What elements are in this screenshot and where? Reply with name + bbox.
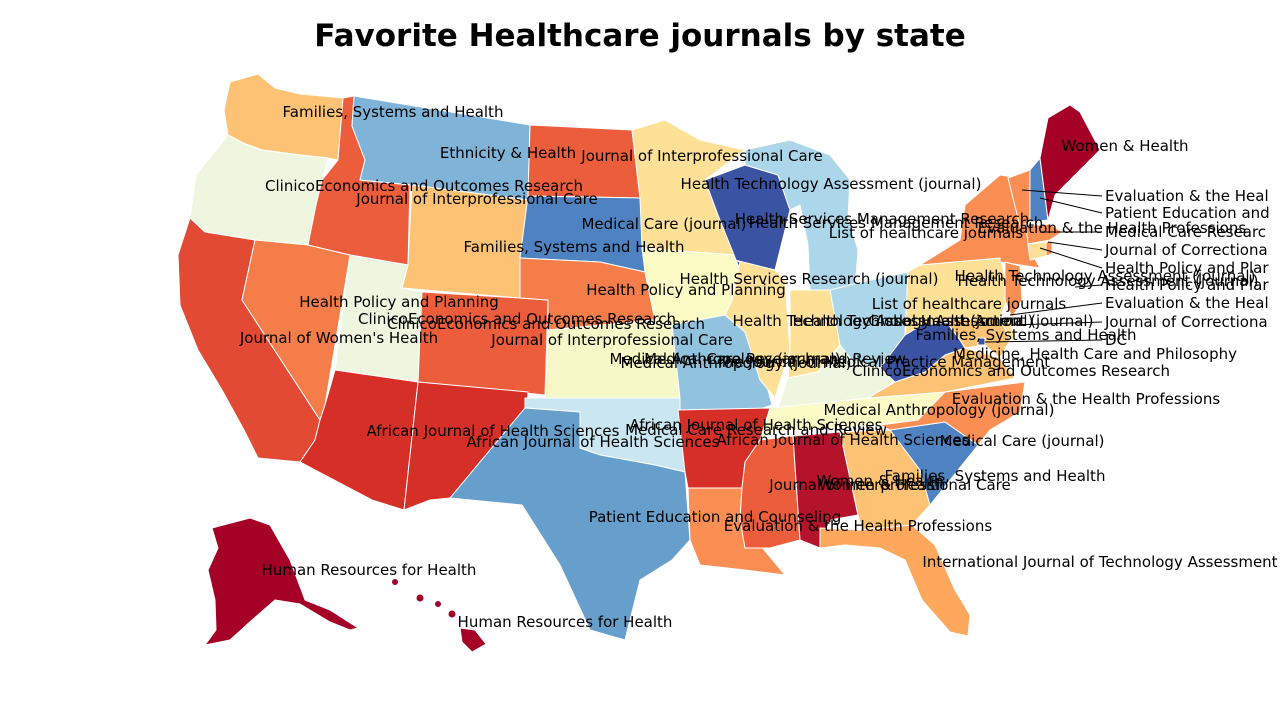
state-label-WI: Health Services Management Research [735, 210, 1029, 228]
hawaii-small-islands [392, 579, 456, 618]
state-label-TN: Medical Anthropology (journal) [824, 401, 1055, 419]
state-label-IN: Global Health Action [868, 312, 1022, 330]
state-label-OK: African Journal of Health Sciences [630, 416, 883, 434]
state-IL[interactable] [724, 259, 791, 399]
state-label-LA: Evaluation & the Health Professions [724, 517, 993, 535]
hawaii-island-molokai [435, 601, 441, 607]
state-label-AL: Women & Health [817, 472, 944, 490]
state-label-WY: Families, Systems and Health [464, 238, 685, 256]
callout-lines [984, 189, 1103, 343]
state-label-PA: Health Technology Assessment (journal) [955, 267, 1256, 285]
callout-label-c8: Journal of Correctiona [1104, 313, 1268, 331]
state-label-ND: Journal of Interprofessional Care [580, 147, 822, 165]
state-HI[interactable] [459, 627, 487, 653]
state-AK[interactable] [204, 517, 359, 646]
state-DE[interactable] [999, 317, 1016, 341]
extra-label-MO-overlap: Medical Anthropology (journal) [621, 354, 852, 372]
extra-label-NY-overlap2: Health Services Management Research [749, 214, 1043, 232]
callout-line-1 [1021, 189, 1103, 197]
extra-label-PA-overlap: Health Technology Assessment (journal) [958, 272, 1259, 290]
state-label-ID: Journal of Interprofessional Care [355, 190, 597, 208]
callout-label-c9: DC [1105, 331, 1127, 349]
state-TX[interactable] [449, 407, 691, 641]
state-CT[interactable] [1027, 241, 1047, 261]
callout-label-c6: Health Policy and Plar [1105, 276, 1269, 294]
state-label-FL: International Journal of Technology Asse… [922, 553, 1277, 571]
hawaii-island-kauai [392, 579, 398, 585]
state-label-MI: List of healthcare journals [829, 224, 1024, 242]
callout-line-9 [984, 339, 1103, 343]
state-RI[interactable] [1045, 241, 1053, 257]
state-label-CA: Journal of Women's Health [239, 329, 438, 347]
callout-line-4 [1047, 241, 1103, 251]
state-label-HI: Human Resources for Health [458, 613, 673, 631]
callout-label-c5: Health Policy and Plar [1105, 259, 1269, 277]
state-label-MN: Health Technology Assessment (journal) [681, 175, 982, 193]
hawaii-island-maui [448, 610, 456, 618]
callout-label-c2: Patient Education and [1105, 204, 1270, 222]
state-label-NC: Evaluation & the Health Professions [952, 390, 1221, 408]
state-MA[interactable] [1025, 223, 1063, 245]
state-label-GA: Families, Systems and Health [885, 467, 1106, 485]
state-label-MO: Medical Care Research and Review [644, 350, 906, 368]
state-label-KS: Medical Anthropology (journal) [610, 350, 841, 368]
state-label-MT: Ethnicity & Health [440, 144, 576, 162]
state-label-NE: Health Policy and Planning [586, 281, 786, 299]
state-label-NV: Health Policy and Planning [299, 293, 499, 311]
state-FL[interactable] [819, 524, 971, 637]
state-NJ[interactable] [1004, 261, 1023, 319]
state-label-AK: Human Resources for Health [262, 561, 477, 579]
state-label-NM: African Journal of Health Sciences [467, 433, 720, 451]
state-label-OR: ClinicoEconomics and Outcomes Research [265, 177, 583, 195]
callout-line-7 [1009, 302, 1103, 316]
state-label-ME: Women & Health [1062, 137, 1189, 155]
extra-label-OK-overlap: Medical Care Research and Review [625, 421, 887, 439]
state-CO[interactable] [417, 291, 549, 396]
state-label-KY: The Journal of Medical Practice Manageme… [715, 353, 1050, 371]
state-label-AZ: African Journal of Health Sciences [367, 422, 620, 440]
state-label-SC: Medical Care (journal) [939, 432, 1104, 450]
states-layer [177, 73, 1101, 653]
callout-line-8 [1011, 321, 1103, 326]
state-label-IL: Health Technology Assessment (journal) [733, 312, 1034, 330]
extra-label-NY-overlap: Evaluation & the Health Professions [978, 219, 1247, 237]
callout-label-c3: Medical Care Researc [1105, 223, 1266, 241]
state-DC[interactable] [977, 337, 986, 346]
state-NC[interactable] [879, 381, 1026, 446]
hawaii-island-oahu [416, 594, 424, 602]
extra-label-NE-nebraska-dup: ClinicoEconomics and Outcomes Research [387, 315, 705, 333]
state-ME[interactable] [1039, 104, 1101, 221]
map-title: Favorite Healthcare journals by state [314, 18, 966, 54]
callout-line-6 [1074, 284, 1103, 288]
state-label-WV: Medicine, Health Care and Philosophy [953, 345, 1237, 363]
state-label-AR: African Journal of Health Sciences [717, 431, 970, 449]
state-label-MS: Journal of Interprofessional Care [768, 476, 1010, 494]
state-label-IA: Health Services Research (journal) [680, 270, 939, 288]
state-label-MD: Families, Systems and Health [916, 326, 1137, 344]
extra-label-IL-overlap: Health Technology Assessment (journal) [793, 312, 1094, 330]
state-label-VA: ClinicoEconomics and Outcomes Research [852, 362, 1170, 380]
state-label-CO: Journal of Interprofessional Care [490, 331, 732, 349]
callout-label-c4: Journal of Correctiona [1104, 241, 1268, 259]
callout-label-c7: Evaluation & the Heal [1105, 294, 1269, 312]
state-label-OH: List of healthcare journals [872, 295, 1067, 313]
state-label-TX: Patient Education and Counseling [589, 508, 842, 526]
state-label-WA: Families, Systems and Health [283, 103, 504, 121]
state-label-SD: Medical Care (journal) [581, 215, 746, 233]
callout-label-c1: Evaluation & the Heal [1105, 187, 1269, 205]
extra-label-AL-overlap: Women & Health [819, 476, 946, 494]
callout-line-2 [1039, 197, 1103, 214]
labels-layer: Families, Systems and Health ClinicoEcono… [239, 103, 1278, 631]
state-label-UT: ClinicoEconomics and Outcomes Research [358, 310, 676, 328]
state-WY[interactable] [401, 184, 529, 299]
callout-line-5 [1039, 247, 1103, 269]
